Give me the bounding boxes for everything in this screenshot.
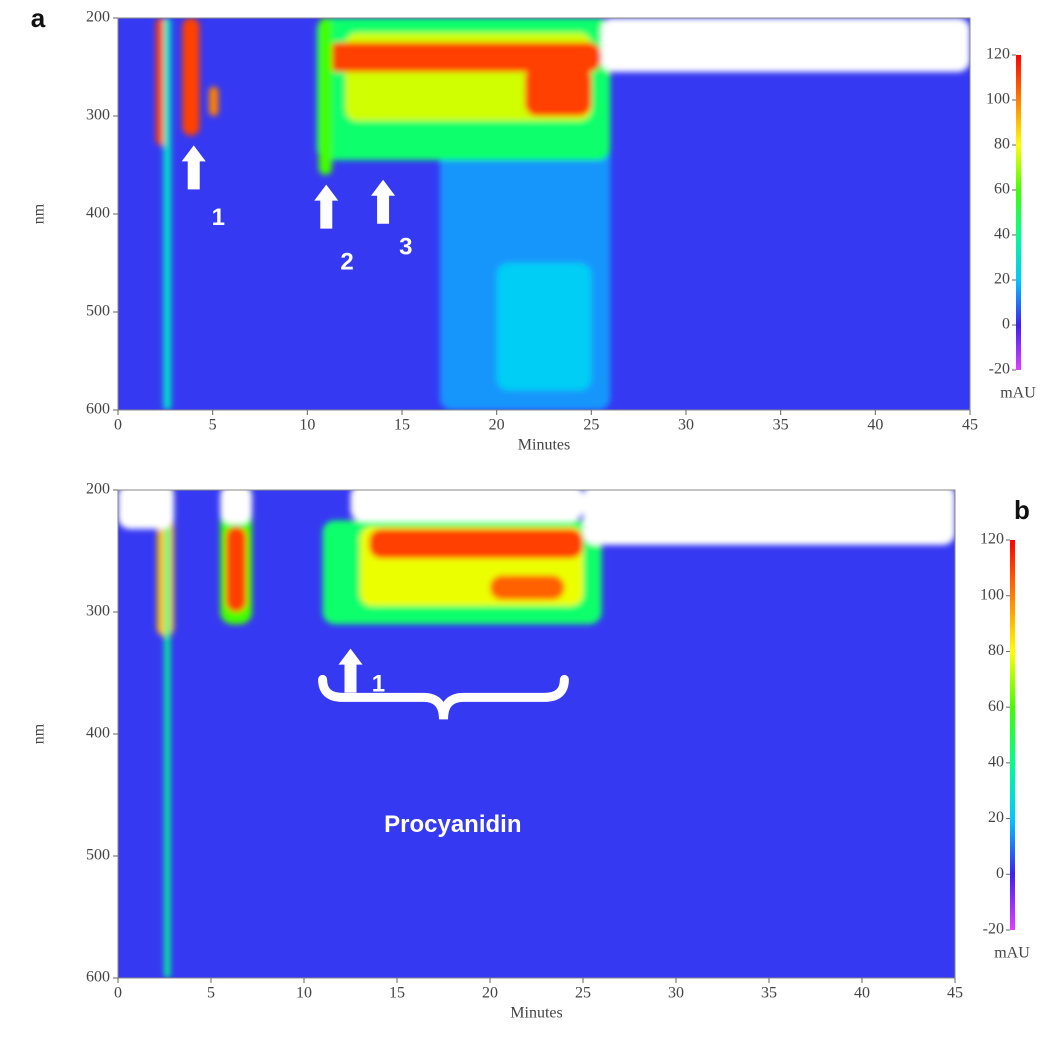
x-tick-label: 20 xyxy=(482,985,498,1002)
annotation: 1 xyxy=(212,204,225,231)
x-tick-label: 40 xyxy=(867,417,883,434)
brace xyxy=(318,674,569,720)
x-tick-label: 20 xyxy=(489,417,505,434)
x-axis-label: Minutes xyxy=(518,437,570,454)
region xyxy=(163,18,172,410)
cbar-tick-label: 80 xyxy=(994,136,1010,153)
panel-label: a xyxy=(31,3,46,33)
plot xyxy=(118,18,970,410)
y-tick-label: 500 xyxy=(86,303,110,320)
x-tick-label: 0 xyxy=(114,417,122,434)
region xyxy=(350,490,583,522)
panel-label: b xyxy=(1014,495,1030,525)
y-axis-label: nm xyxy=(31,203,48,224)
y-axis-label: nm xyxy=(31,723,48,744)
region xyxy=(326,42,601,72)
annotation: Procyanidin xyxy=(384,811,521,838)
y-tick-label: 300 xyxy=(86,603,110,620)
x-tick-label: 35 xyxy=(773,417,789,434)
y-tick-label: 200 xyxy=(86,9,110,26)
cbar-tick-label: 120 xyxy=(980,531,1004,548)
region xyxy=(208,86,219,116)
region xyxy=(164,490,171,978)
annotation: 2 xyxy=(340,248,353,275)
region xyxy=(182,18,200,136)
cbar-tick-label: 100 xyxy=(980,586,1004,603)
x-tick-label: 5 xyxy=(207,985,215,1002)
region xyxy=(600,18,970,72)
region xyxy=(118,490,174,530)
x-tick-label: 30 xyxy=(678,417,694,434)
x-tick-label: 0 xyxy=(114,985,122,1002)
y-tick-label: 400 xyxy=(86,205,110,222)
x-tick-label: 35 xyxy=(761,985,777,1002)
y-tick-label: 600 xyxy=(86,969,110,986)
x-tick-label: 15 xyxy=(394,417,410,434)
region xyxy=(220,490,252,525)
region xyxy=(496,263,592,391)
regions xyxy=(118,490,955,978)
x-tick-label: 45 xyxy=(962,417,978,434)
region xyxy=(490,575,565,600)
x-tick-label: 5 xyxy=(209,417,217,434)
colorbar xyxy=(1016,55,1021,370)
x-tick-label: 30 xyxy=(668,985,684,1002)
x-axis-label: Minutes xyxy=(510,1005,562,1022)
cbar-tick-label: 20 xyxy=(988,809,1004,826)
annotation: 3 xyxy=(399,234,412,261)
x-tick-label: 10 xyxy=(296,985,312,1002)
cbar-tick-label: 20 xyxy=(994,271,1010,288)
cbar-tick-label: -20 xyxy=(983,921,1004,938)
cbar-tick-label: 120 xyxy=(986,46,1010,63)
x-tick-label: 10 xyxy=(299,417,315,434)
region xyxy=(225,526,247,612)
cbar-tick-label: 40 xyxy=(988,754,1004,771)
cbar-tick-label: 100 xyxy=(986,91,1010,108)
arrow xyxy=(181,145,206,190)
y-tick-label: 400 xyxy=(86,725,110,742)
region xyxy=(583,490,955,545)
colorbar xyxy=(1010,540,1015,930)
cbar-tick-label: 60 xyxy=(988,698,1004,715)
cbar-tick-label: 80 xyxy=(988,642,1004,659)
cbar-label: mAU xyxy=(994,945,1030,962)
arrow xyxy=(371,179,396,224)
y-tick-label: 300 xyxy=(86,107,110,124)
cbar-tick-label: 0 xyxy=(996,865,1004,882)
x-tick-label: 40 xyxy=(854,985,870,1002)
region xyxy=(525,67,592,116)
cbar-tick-label: 60 xyxy=(994,181,1010,198)
y-tick-label: 200 xyxy=(86,481,110,498)
cbar-tick-label: -20 xyxy=(989,361,1010,378)
x-tick-label: 25 xyxy=(583,417,599,434)
annotation: 1 xyxy=(372,671,385,698)
region xyxy=(369,529,583,559)
arrow xyxy=(338,648,363,693)
cbar-tick-label: 0 xyxy=(1002,316,1010,333)
arrow xyxy=(314,184,339,229)
plot xyxy=(118,490,955,978)
regions xyxy=(155,18,970,410)
y-tick-label: 600 xyxy=(86,401,110,418)
x-tick-label: 15 xyxy=(389,985,405,1002)
cbar-label: mAU xyxy=(1000,385,1036,402)
region xyxy=(318,18,332,175)
y-tick-label: 500 xyxy=(86,847,110,864)
cbar-tick-label: 40 xyxy=(994,226,1010,243)
x-tick-label: 25 xyxy=(575,985,591,1002)
x-tick-label: 45 xyxy=(947,985,963,1002)
